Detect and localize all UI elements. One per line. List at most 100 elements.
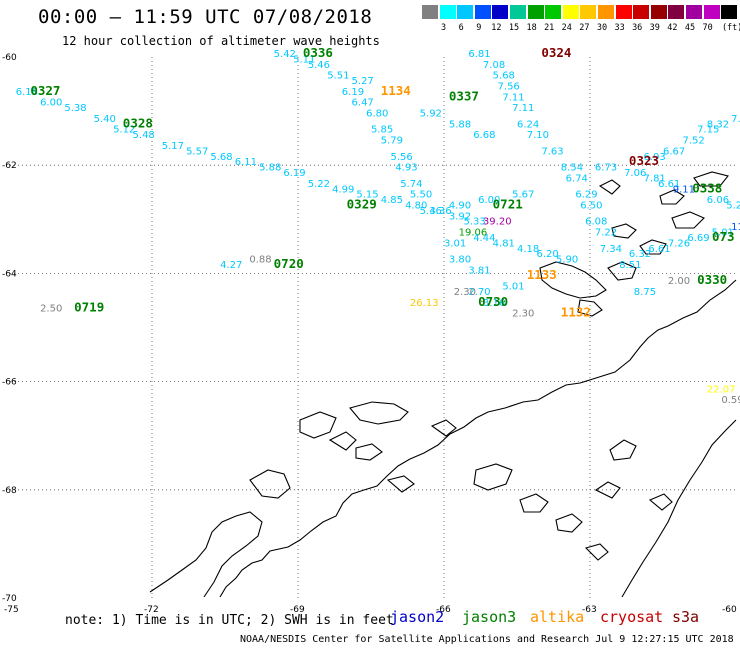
wave-height-value: 4.93	[395, 163, 417, 174]
satellite-legend-item: cryosat	[600, 608, 664, 626]
wave-height-value: 2.30	[512, 309, 534, 320]
pass-time-label: 0324	[541, 45, 571, 60]
map-subtitle: 12 hour collection of altimeter wave hei…	[62, 34, 380, 48]
wave-height-value: 5.92	[420, 109, 442, 120]
wave-height-value: 6.74	[566, 173, 588, 184]
pass-time-label: 0720	[274, 256, 304, 271]
wave-height-value: 5.68	[493, 71, 515, 82]
color-scale-cell	[615, 5, 632, 19]
color-scale-cell	[562, 5, 579, 19]
pass-time-label: 1134	[381, 83, 411, 98]
wave-height-value: 6.61	[648, 244, 670, 255]
wave-height-value: 5.48	[133, 130, 155, 141]
wave-height-value: 6.24	[517, 119, 539, 130]
latitude-labels: -60 -62 -64 -66 -68 -70	[2, 53, 17, 604]
wave-height-value: 4.44	[473, 233, 495, 244]
wave-height-value: 2.50	[40, 303, 62, 314]
satellite-legend-item: altika	[530, 608, 585, 626]
longitude-label: -63	[582, 605, 597, 615]
coastline-segment	[639, 239, 667, 255]
coastline	[149, 171, 737, 598]
wave-height-value: 6.19	[342, 87, 364, 98]
wave-height-value: 5.24	[726, 200, 740, 211]
pass-time-label: 1133	[527, 267, 557, 282]
wave-height-value: 22.07	[707, 384, 736, 395]
wave-height-value: 4.36	[429, 206, 451, 217]
coastline-segment	[386, 475, 415, 493]
wave-height-value: 4.90	[449, 200, 471, 211]
wave-height-value: 5.17	[162, 141, 184, 152]
latitude-label: -70	[2, 594, 17, 604]
coastline-segment	[659, 189, 685, 205]
wave-height-value: 26.13	[410, 298, 439, 309]
color-scale-label: 21	[544, 23, 555, 33]
wave-height-value: 7.26	[668, 238, 690, 249]
wave-height-value: 4.27	[220, 260, 242, 271]
wave-height-value: 3.16	[483, 298, 505, 309]
wave-height-value: 6.81	[468, 49, 490, 60]
color-scale-label: 6	[458, 23, 464, 33]
wave-height-value: 6.69	[687, 233, 709, 244]
coastline-segment	[149, 511, 263, 598]
wave-height-value: 5.88	[259, 163, 281, 174]
color-scale-unit: (ft)	[721, 23, 740, 33]
wave-height-value: 6.50	[580, 200, 602, 211]
wave-height-value: 4.18	[517, 244, 539, 255]
coastline-segment	[648, 493, 673, 511]
longitude-label: -66	[436, 605, 451, 615]
wave-height-value: 5.68	[210, 152, 232, 163]
pass-time-label: 0730	[478, 294, 508, 309]
latitude-label: -62	[2, 161, 17, 171]
coastline-segment	[473, 463, 513, 491]
wave-height-value: 6.73	[595, 163, 617, 174]
wave-height-value: 0.59	[721, 395, 740, 406]
color-scale-cell	[510, 5, 526, 19]
wave-height-value: 5.42	[274, 49, 296, 60]
longitude-labels: -75 -72 -69 -66 -63 -60	[4, 605, 737, 615]
wave-height-value: 6.08	[585, 217, 607, 228]
pass-time-label: 073	[712, 229, 735, 244]
longitude-label: -60	[722, 605, 737, 615]
wave-height-value: 39.20	[483, 217, 512, 228]
coastline-segment	[249, 469, 291, 499]
color-scale-label: 45	[684, 23, 696, 33]
coastline-segment	[519, 493, 549, 513]
color-scale-cell	[422, 5, 438, 19]
wave-height-value: 6.00	[40, 98, 62, 109]
wave-height-value: 4.99	[332, 184, 354, 195]
longitude-label: -75	[4, 605, 19, 615]
coastline-segment	[609, 439, 637, 461]
wave-height-value: 5.33	[463, 217, 485, 228]
color-scale-cell	[598, 5, 614, 19]
wave-height-value: 3.81	[468, 265, 490, 276]
color-scale-label: 24	[561, 23, 572, 33]
pass-time-label: 0337	[449, 88, 479, 103]
wave-height-value: 5.36	[420, 206, 442, 217]
color-scale-cell	[492, 5, 509, 19]
coastline-segment	[219, 279, 737, 598]
coastline-segment	[671, 211, 705, 229]
wave-height-value: 7.15	[697, 125, 719, 136]
latitude-label: -66	[2, 378, 17, 388]
wave-height-value: 4.81	[493, 238, 515, 249]
latitude-label: -64	[2, 269, 17, 279]
wave-height-value: 5.12	[113, 125, 135, 136]
satellite-legend-item: jason3	[462, 608, 517, 626]
wave-height-value: 2.00	[668, 276, 690, 287]
pass-time-label: 0329	[347, 196, 377, 211]
wave-height-value: 6.11	[235, 157, 257, 168]
wave-height-value: 5.50	[410, 190, 432, 201]
coastline-segment	[355, 443, 383, 461]
graticule-grid	[6, 57, 736, 598]
latitude-label: -68	[2, 486, 17, 496]
wave-height-value: 5.01	[712, 228, 734, 239]
wave-height-value: 8.32	[707, 119, 729, 130]
color-scale-label: 42	[667, 23, 678, 33]
wave-height-value: 5.27	[352, 76, 374, 87]
color-scale-cell	[721, 5, 738, 19]
pass-time-label: 0338	[692, 180, 722, 195]
wave-height-value: 19.06	[459, 228, 488, 239]
wave-height-value: 5.57	[186, 146, 208, 157]
wave-height-value: 5.40	[94, 114, 116, 125]
wave-height-value: 5.88	[449, 119, 471, 130]
